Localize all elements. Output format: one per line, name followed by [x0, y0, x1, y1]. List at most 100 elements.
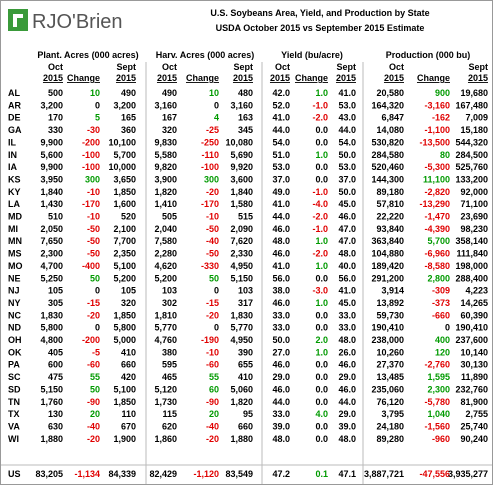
cell: -200 [82, 335, 100, 345]
cell: 83,205 [35, 469, 63, 479]
cell: 55 [209, 372, 219, 382]
cell: 120 [435, 347, 450, 357]
title: U.S. Soybeans Area, Yield, and Productio… [210, 8, 429, 18]
cell: -13,290 [419, 199, 450, 209]
group-header: Plant. Acres (000 acres) [37, 50, 138, 60]
cell: 320 [162, 125, 177, 135]
cell: 11,890 [461, 372, 488, 382]
cell: 4,700 [40, 261, 63, 271]
cell: 47.1 [338, 469, 356, 479]
state: NC [8, 310, 21, 320]
cell: 93,840 [376, 224, 404, 234]
cell: 288,400 [455, 273, 488, 283]
cell: 190,410 [371, 323, 404, 333]
cell: 0.0 [315, 360, 328, 370]
cell: 5,100 [113, 384, 136, 394]
cell: 23,690 [460, 212, 488, 222]
cell: 46.0 [338, 384, 356, 394]
cell: -20 [206, 187, 219, 197]
cell: 22,220 [376, 212, 404, 222]
cell: 300 [85, 174, 100, 184]
cell: 48.0 [272, 434, 290, 444]
sub-header: 2015 [270, 73, 290, 83]
cell: 3,887,721 [364, 469, 404, 479]
cell: -50 [87, 236, 100, 246]
cell: 420 [121, 372, 136, 382]
cell: 620 [162, 421, 177, 431]
cell: 284,580 [371, 150, 404, 160]
cell: 358,140 [455, 236, 488, 246]
cell: 167 [162, 113, 177, 123]
cell: 1,820 [154, 187, 177, 197]
cell: 0.0 [315, 323, 328, 333]
cell: -1,134 [74, 469, 100, 479]
cell: 198,000 [455, 261, 488, 271]
cell: 2,040 [154, 224, 177, 234]
cell: 42.0 [272, 88, 290, 98]
cell: 9,920 [230, 162, 253, 172]
cell: 380 [162, 347, 177, 357]
cell: 5,000 [113, 335, 136, 345]
state: KS [8, 174, 21, 184]
state: KY [8, 187, 21, 197]
cell: -40 [87, 421, 100, 431]
cell: 400 [435, 335, 450, 345]
cell: 1,830 [40, 310, 63, 320]
cell: -10 [87, 187, 100, 197]
cell: 1,730 [154, 397, 177, 407]
cell: 5,770 [230, 323, 253, 333]
cell: 38.0 [272, 286, 290, 296]
state: MI [8, 224, 18, 234]
state: DE [8, 113, 21, 123]
cell: 7,620 [230, 236, 253, 246]
cell: 410 [121, 347, 136, 357]
cell: 5,600 [40, 150, 63, 160]
state: AL [8, 88, 20, 98]
cell: 5,120 [154, 384, 177, 394]
cell: 0.1 [315, 469, 328, 479]
cell: 33.0 [338, 310, 356, 320]
cell: 10 [209, 88, 219, 98]
cell: -1.0 [312, 100, 328, 110]
cell: 189,420 [371, 261, 404, 271]
cell: -1,560 [424, 421, 450, 431]
cell: -10 [206, 347, 219, 357]
cell: 1,600 [113, 199, 136, 209]
cell: 44.0 [338, 397, 356, 407]
state: US [8, 469, 21, 479]
cell: 4,950 [230, 261, 253, 271]
cell: -960 [432, 434, 450, 444]
cell: 0.0 [315, 310, 328, 320]
cell: 5,200 [113, 273, 136, 283]
state: NY [8, 298, 21, 308]
state: GA [8, 125, 22, 135]
cell: 10,140 [460, 347, 488, 357]
cell: 1,410 [154, 199, 177, 209]
cell: 3,160 [154, 100, 177, 110]
cell: 60 [209, 384, 219, 394]
cell: 54.0 [272, 137, 290, 147]
cell: 5,770 [154, 323, 177, 333]
cell: 0 [214, 100, 219, 110]
cell: -190 [201, 335, 219, 345]
cell: 71,100 [460, 199, 488, 209]
sub-header: 2015 [384, 73, 404, 83]
cell: 29.0 [338, 372, 356, 382]
cell: 165 [121, 113, 136, 123]
cell: 525,760 [455, 162, 488, 172]
state: IL [8, 137, 17, 147]
cell: 3,914 [381, 286, 404, 296]
cell: 20 [209, 409, 219, 419]
cell: -10 [206, 212, 219, 222]
cell: 105 [48, 286, 63, 296]
cell: 41.0 [338, 286, 356, 296]
sub-header: Oct [389, 62, 404, 72]
cell: 53.0 [338, 162, 356, 172]
cell: 1,880 [230, 434, 253, 444]
cell: 0.0 [315, 384, 328, 394]
cell: -40 [206, 236, 219, 246]
cell: 3,650 [113, 174, 136, 184]
cell: 1.0 [315, 236, 328, 246]
state: TX [8, 409, 20, 419]
